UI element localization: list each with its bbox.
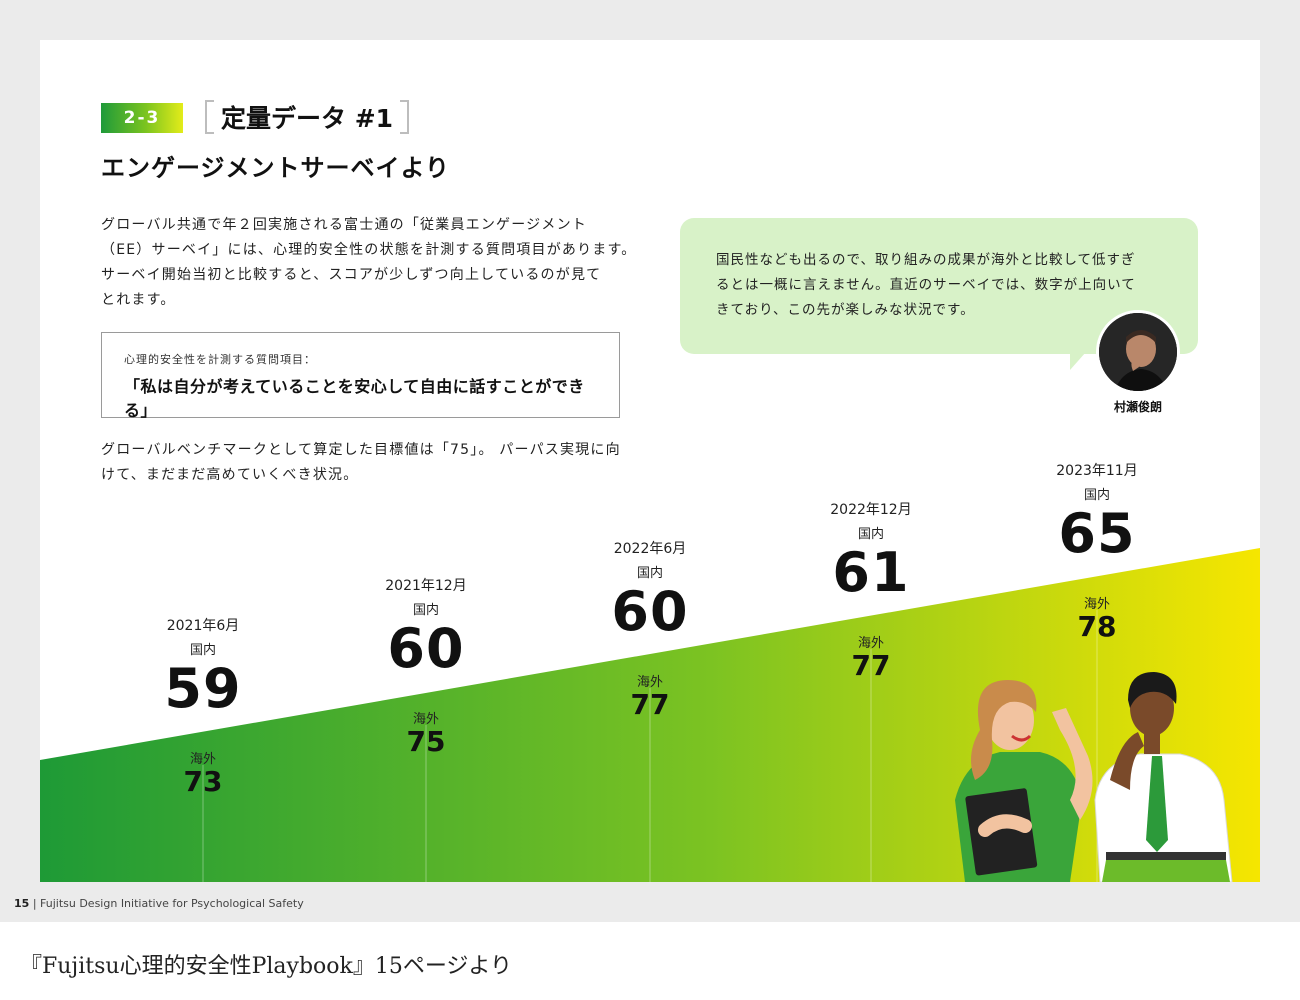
intro-line: （EE）サーベイ」には、心理的安全性の状態を計測する質問項目があります。 xyxy=(101,242,637,258)
person-name: 村瀬俊朗 xyxy=(1113,400,1162,414)
question-text: 「私は自分が考えていることを安心して自由に話すことができる」 xyxy=(124,377,585,420)
domestic-score: 60 xyxy=(387,617,465,680)
point-date: 2023年11月 xyxy=(1056,463,1138,479)
domestic-label: 国内 xyxy=(1083,488,1110,503)
woman-figure-icon xyxy=(955,680,1093,882)
data-point-2: 2021年12月 国内 60 海外 75 xyxy=(346,575,506,757)
footer-separator: | xyxy=(32,897,41,910)
quote-line: きており、この先が楽しみな状況です。 xyxy=(716,302,975,318)
overseas-label: 海外 xyxy=(189,752,216,767)
domestic-label: 国内 xyxy=(857,527,884,542)
people-illustration xyxy=(955,672,1233,882)
quote-line: るとは一概に言えません。直近のサーベイでは、数字が上向いて xyxy=(716,277,1136,293)
page-subtitle: エンゲージメントサーベイより xyxy=(101,154,451,182)
question-label: 心理的安全性を計測する質問項目： xyxy=(124,353,316,366)
quote-line: 国民性なども出るので、取り組みの成果が海外と比較して低すぎ xyxy=(716,252,1136,268)
data-point-1: 2021年6月 国内 59 海外 73 xyxy=(123,615,283,797)
benchmark-line: けて、まだまだ高めていくべき状況。 xyxy=(101,467,359,483)
data-point-5: 2023年11月 国内 65 海外 78 xyxy=(1017,460,1177,642)
overseas-score: 77 xyxy=(630,688,670,721)
domestic-score: 61 xyxy=(832,541,910,604)
overseas-label: 海外 xyxy=(636,675,663,690)
page-footer: 15 | Fujitsu Design Initiative for Psych… xyxy=(14,897,304,910)
overseas-score: 75 xyxy=(406,725,446,758)
overseas-label: 海外 xyxy=(1083,597,1110,612)
data-point-3: 2022年6月 国内 60 海外 77 xyxy=(570,538,730,720)
point-date: 2021年6月 xyxy=(166,618,240,634)
domestic-score: 59 xyxy=(164,657,242,720)
point-date: 2022年6月 xyxy=(613,541,687,557)
source-caption: 『Fujitsu心理的安全性Playbook』15ページより xyxy=(20,954,512,979)
intro-paragraph: グローバル共通で年２回実施される富士通の「従業員エンゲージメント （EE）サーベ… xyxy=(101,213,641,313)
overseas-score: 77 xyxy=(851,649,891,682)
section-number-badge: 2-3 xyxy=(101,103,183,133)
page-number: 15 xyxy=(14,897,30,910)
domestic-score: 60 xyxy=(611,580,689,643)
overseas-score: 78 xyxy=(1077,610,1117,643)
benchmark-paragraph: グローバルベンチマークとして算定した目標値は「75」。 パーパス実現に向 けて、… xyxy=(101,438,641,488)
trend-wedge xyxy=(40,548,1260,882)
domestic-label: 国内 xyxy=(412,603,439,618)
question-box: 心理的安全性を計測する質問項目： 「私は自分が考えていることを安心して自由に話す… xyxy=(101,332,620,420)
intro-line: とれます。 xyxy=(101,292,176,308)
point-date: 2022年12月 xyxy=(830,502,912,518)
overseas-label: 海外 xyxy=(412,712,439,727)
overseas-score: 73 xyxy=(183,765,223,798)
benchmark-line: グローバルベンチマークとして算定した目標値は「75」。 パーパス実現に向 xyxy=(101,442,621,458)
domestic-score: 65 xyxy=(1058,502,1136,565)
section-title: 定量データ #1 xyxy=(205,100,410,134)
data-point-4: 2022年12月 国内 61 海外 77 xyxy=(791,499,951,681)
intro-line: サーベイ開始当初と比較すると、スコアが少しずつ向上しているのが見て xyxy=(101,267,602,283)
quote-bubble-tail xyxy=(1070,352,1086,370)
domestic-label: 国内 xyxy=(189,643,216,658)
quote-bubble: 国民性なども出るので、取り組みの成果が海外と比較して低すぎ るとは一概に言えませ… xyxy=(680,218,1198,354)
footer-text: Fujitsu Design Initiative for Psychologi… xyxy=(40,897,304,910)
point-date: 2021年12月 xyxy=(385,578,467,594)
domestic-label: 国内 xyxy=(636,566,663,581)
person-photo-icon xyxy=(1099,313,1177,391)
avatar xyxy=(1096,310,1180,394)
overseas-label: 海外 xyxy=(857,636,884,651)
man-figure-icon xyxy=(1094,672,1233,882)
caption-area xyxy=(0,922,1300,1000)
document-page: 2-3 定量データ #1 エンゲージメントサーベイより グローバル共通で年２回実… xyxy=(40,40,1260,882)
intro-line: グローバル共通で年２回実施される富士通の「従業員エンゲージメント xyxy=(101,217,587,233)
